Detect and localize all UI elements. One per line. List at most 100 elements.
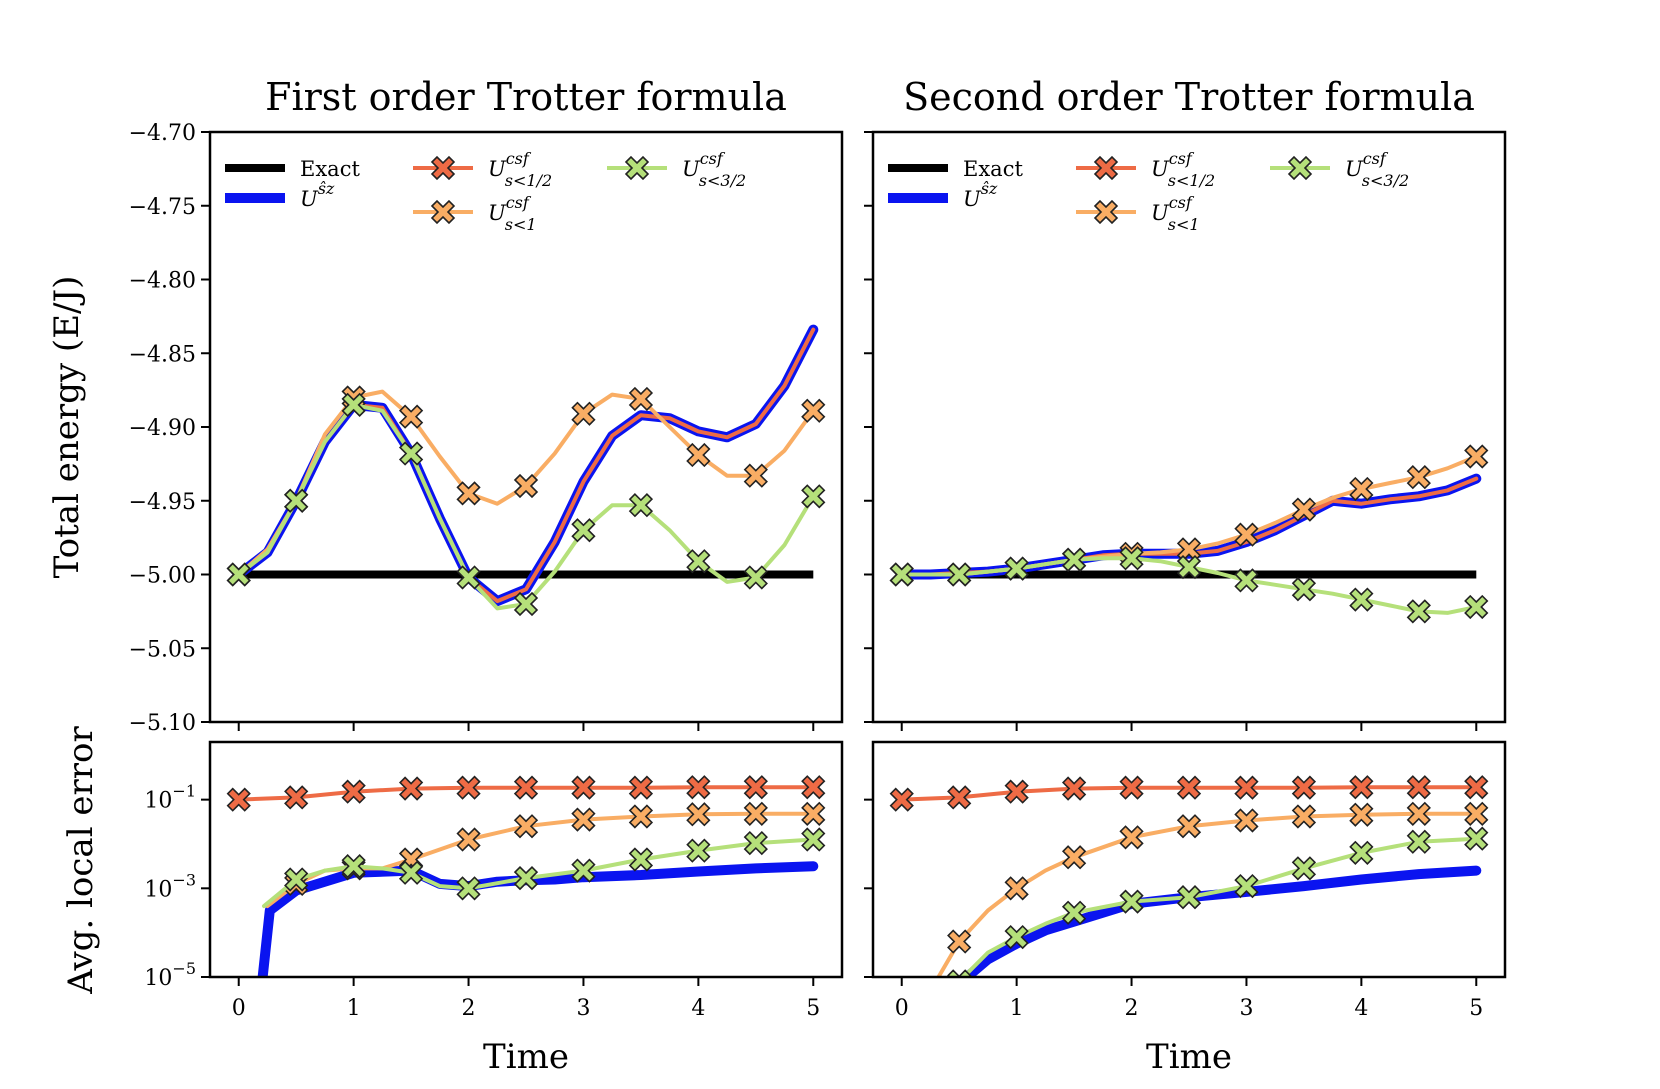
series-marker-2 <box>398 776 424 801</box>
legend-usz-label: Uŝz <box>963 179 998 211</box>
y-tick-label: −4.70 <box>129 121 196 146</box>
series-marker-3 <box>1406 801 1431 826</box>
series-marker-3 <box>628 386 654 412</box>
series-marker-4 <box>341 392 366 418</box>
y-tick-label: −4.75 <box>129 195 196 220</box>
legend-exact-label: Exact <box>300 157 360 181</box>
series-marker-2 <box>628 775 654 800</box>
series-marker-4 <box>1061 547 1087 572</box>
y-axis-label-energy: Total energy (E/J) <box>47 276 87 579</box>
legend-threehalf: Ucsf s<3/2 <box>607 149 746 190</box>
series-marker-4 <box>513 865 539 891</box>
y-tick-label: −5.00 <box>129 564 196 589</box>
series-marker-3 <box>1004 876 1029 901</box>
series-marker-3 <box>628 804 654 829</box>
x-tick-label: 4 <box>1354 996 1368 1021</box>
series-marker-2 <box>456 775 481 800</box>
panel-title-second-order: Second order Trotter formula <box>903 75 1475 119</box>
series-marker-3 <box>686 802 711 827</box>
y-tick-label: 10−3 <box>144 870 196 902</box>
series-marker-2 <box>1291 775 1317 800</box>
series-marker-3 <box>1349 802 1374 827</box>
series-marker-3 <box>1234 522 1259 547</box>
series-marker-2 <box>284 785 309 810</box>
series-marker-4 <box>1061 900 1087 925</box>
series-marker-3 <box>743 463 768 488</box>
x-axis-label-left: Time <box>483 1037 569 1077</box>
legend-usz: Uŝz <box>888 179 998 211</box>
series-marker-4 <box>743 830 768 856</box>
legend-threehalf-marker <box>1287 155 1313 181</box>
x-tick-label: 2 <box>462 996 476 1021</box>
series-marker-2 <box>571 775 596 800</box>
series-marker-4 <box>1464 826 1489 851</box>
plot-frame <box>871 740 1507 979</box>
legend-half-label: Ucsf s<1/2 <box>1151 149 1215 190</box>
y-tick-label: −4.90 <box>129 416 196 441</box>
legend-one-label: Ucsf s<1 <box>1151 193 1200 234</box>
series-marker-4 <box>1464 594 1489 620</box>
series-marker-3 <box>1061 845 1087 870</box>
plot-frame <box>208 740 844 979</box>
series-marker-2 <box>947 785 972 810</box>
series-marker-4 <box>1234 568 1259 593</box>
series-marker-3 <box>1349 476 1374 502</box>
series-line-4 <box>960 836 1479 977</box>
series-marker-2 <box>1176 775 1202 800</box>
legend-half-label: Ucsf s<1/2 <box>488 149 552 190</box>
series-marker-4 <box>686 549 711 574</box>
legend-usz-label: Uŝz <box>300 179 335 211</box>
series-marker-2 <box>1061 776 1087 801</box>
series-marker-3 <box>571 401 596 426</box>
x-tick-label: 3 <box>576 996 590 1021</box>
series-marker-3 <box>1291 804 1317 829</box>
series-marker-4 <box>341 854 366 879</box>
series-marker-4 <box>1004 556 1029 581</box>
series-marker-3 <box>743 801 768 826</box>
series-marker-4 <box>1176 554 1202 580</box>
series-marker-3 <box>398 404 424 429</box>
series-marker-3 <box>801 398 826 423</box>
series-marker-2 <box>743 775 768 800</box>
series-marker-3 <box>456 827 481 852</box>
series-marker-3 <box>513 814 539 839</box>
y-axis-label-error: Avg. local error <box>61 726 101 995</box>
x-tick-label: 0 <box>232 996 246 1021</box>
x-tick-label: 1 <box>1010 996 1024 1021</box>
series-marker-3 <box>571 807 596 832</box>
x-tick-label: 2 <box>1125 996 1139 1021</box>
series-line-2 <box>899 476 1479 577</box>
series-marker-2 <box>1234 775 1259 800</box>
legend-threehalf-label: Ucsf s<3/2 <box>682 149 746 190</box>
y-tick-label: 10−1 <box>144 782 196 814</box>
series-line-2 <box>236 327 816 604</box>
series-marker-4 <box>284 867 309 892</box>
panel-second-order-energy <box>864 130 1507 731</box>
series-marker-2 <box>513 775 539 800</box>
series-marker-3 <box>1406 465 1431 490</box>
legend-exact-label: Exact <box>963 157 1023 181</box>
series-marker-4 <box>1349 840 1374 865</box>
series-marker-4 <box>1406 829 1431 854</box>
series-marker-4 <box>947 969 972 977</box>
series-marker-4 <box>1004 924 1029 950</box>
legend-half: Ucsf s<1/2 <box>1076 149 1215 190</box>
x-axis-label-right: Time <box>1146 1037 1232 1077</box>
series-marker-3 <box>947 929 972 954</box>
series-marker-2 <box>1119 775 1144 800</box>
series-marker-4 <box>571 858 596 883</box>
series-marker-4 <box>801 484 826 509</box>
series-marker-4 <box>226 562 251 587</box>
series-marker-2 <box>1464 775 1489 800</box>
y-tick-label: −4.80 <box>129 269 196 294</box>
panel-first-order-energy: −4.70 −4.75 −4.80 −4.85 −4.90 −4.95 −5.00 −5.05… <box>129 121 844 736</box>
series-marker-2 <box>341 779 366 804</box>
series-marker-4 <box>743 565 768 590</box>
legend-one-marker <box>430 199 456 225</box>
x-tick-label: 5 <box>1469 996 1483 1021</box>
series-marker-4 <box>398 860 424 885</box>
legend-half-marker <box>430 155 456 181</box>
series-marker-2 <box>1406 775 1431 800</box>
